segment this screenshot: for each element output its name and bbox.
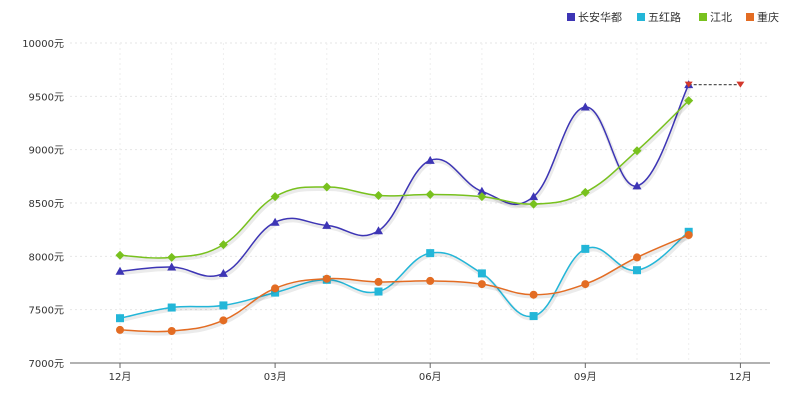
y-tick-label: 7000元 <box>29 359 64 370</box>
y-tick-label: 10000元 <box>22 39 64 50</box>
x-tick-label: 09月 <box>574 371 597 383</box>
data-point[interactable] <box>270 192 280 202</box>
data-point[interactable] <box>529 312 538 321</box>
series-1 <box>115 80 694 281</box>
data-point[interactable] <box>219 316 228 325</box>
data-point[interactable] <box>374 277 383 286</box>
data-point[interactable] <box>529 192 539 201</box>
data-point[interactable] <box>219 301 228 310</box>
legend-label: 长安华都 <box>578 10 622 24</box>
legend-swatch <box>567 13 575 21</box>
series-line <box>119 234 690 333</box>
legend-item[interactable]: 长安华都 <box>567 10 622 24</box>
x-tick-label: 12月 <box>729 371 752 383</box>
data-point[interactable] <box>684 231 693 239</box>
data-point[interactable] <box>477 280 486 289</box>
legend-swatch <box>746 13 754 21</box>
data-point[interactable] <box>270 217 280 226</box>
data-point[interactable] <box>374 191 383 201</box>
legend-item[interactable]: 江北 <box>699 11 732 24</box>
data-point[interactable] <box>633 266 641 275</box>
data-point[interactable] <box>477 269 486 278</box>
data-point[interactable] <box>529 290 538 299</box>
legend-swatch <box>699 13 707 21</box>
data-point[interactable] <box>477 186 487 195</box>
data-point[interactable] <box>167 252 177 262</box>
data-point[interactable] <box>477 192 487 202</box>
data-point[interactable] <box>115 266 125 275</box>
y-tick-label: 9500元 <box>29 92 64 103</box>
y-tick-label: 8000元 <box>29 252 64 263</box>
data-point[interactable] <box>116 325 124 334</box>
data-point[interactable] <box>633 253 641 262</box>
data-point[interactable] <box>426 276 435 285</box>
legend-item[interactable]: 五红路 <box>637 11 681 24</box>
legend-item[interactable]: 重庆 <box>746 10 779 24</box>
data-point[interactable] <box>632 181 642 190</box>
series-shadow <box>120 235 691 336</box>
data-point[interactable] <box>425 155 435 164</box>
legend-label: 重庆 <box>757 10 779 24</box>
data-point[interactable] <box>426 249 435 258</box>
data-point[interactable] <box>374 226 383 235</box>
data-point[interactable] <box>271 288 280 297</box>
data-point[interactable] <box>374 287 383 296</box>
extension-marker-end[interactable] <box>736 81 745 88</box>
data-point[interactable] <box>167 262 177 271</box>
legend-swatch <box>637 13 645 21</box>
data-point[interactable] <box>425 189 435 199</box>
x-tick-label: 03月 <box>264 371 287 383</box>
data-point[interactable] <box>218 268 228 277</box>
data-point[interactable] <box>322 220 332 229</box>
legend-label: 五红路 <box>648 11 681 24</box>
data-point[interactable] <box>115 250 125 260</box>
y-tick-label: 7500元 <box>29 306 64 317</box>
y-tick-label: 9000元 <box>29 146 64 157</box>
data-point[interactable] <box>580 102 590 111</box>
series-3 <box>115 96 694 263</box>
legend[interactable]: 长安华都 五红路 江北 重庆 <box>567 10 779 24</box>
data-point[interactable] <box>581 280 590 289</box>
axes: 7000元 7500元 8000元 8500元 9000元 9500元 10000元 12月 0… <box>22 39 770 383</box>
data-point[interactable] <box>632 146 642 156</box>
extension-marker-start[interactable] <box>684 81 693 88</box>
data-point[interactable] <box>218 240 228 250</box>
x-tick-label: 06月 <box>419 371 442 383</box>
data-point[interactable] <box>322 182 332 192</box>
x-tick-label: 12月 <box>109 371 132 383</box>
y-tick-label: 8500元 <box>29 199 64 210</box>
data-point[interactable] <box>684 96 694 106</box>
data-point[interactable] <box>322 274 331 283</box>
legend-label: 江北 <box>710 11 732 24</box>
data-point[interactable] <box>271 284 280 293</box>
data-point[interactable] <box>167 327 176 335</box>
data-point[interactable] <box>167 303 176 312</box>
data-point[interactable] <box>581 244 590 253</box>
data-point[interactable] <box>580 187 590 197</box>
series-lines <box>115 80 745 336</box>
series-4 <box>116 231 693 336</box>
data-point[interactable] <box>529 199 539 209</box>
data-point[interactable] <box>116 314 124 323</box>
gridlines <box>70 42 770 363</box>
